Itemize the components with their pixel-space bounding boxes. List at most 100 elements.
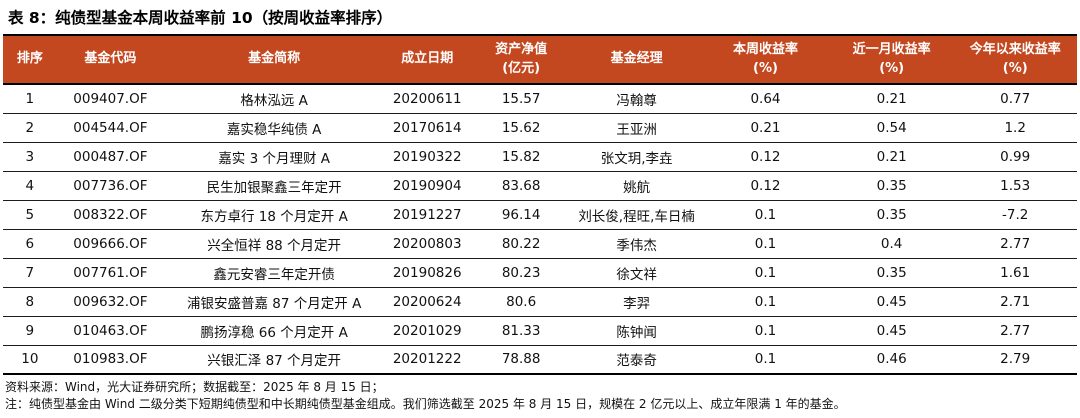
- cell-month: 0.45: [829, 287, 954, 317]
- cell-name: 嘉实稳华纯债 A: [164, 113, 385, 143]
- funds-table: 排序 基金代码 基金简称 成立日期 资产净值 (亿元) 基金经理 本周收益率 (%) 近一月收…: [3, 34, 1077, 375]
- cell-nav: 80.6: [470, 287, 573, 317]
- cell-manager: 张文玥,李垚: [572, 142, 702, 172]
- cell-code: 009407.OF: [56, 84, 165, 114]
- cell-manager: 陈钟闻: [572, 316, 702, 346]
- cell-manager: 范泰奇: [572, 345, 702, 375]
- cell-manager: 姚航: [572, 171, 702, 201]
- cell-code: 010463.OF: [56, 316, 165, 346]
- header-cell-code: 基金代码: [56, 35, 165, 84]
- cell-ytd: 1.53: [953, 171, 1077, 201]
- cell-week: 0.1: [701, 258, 830, 288]
- cell-code: 009666.OF: [56, 229, 165, 259]
- cell-code: 000487.OF: [56, 142, 165, 172]
- cell-manager: 王亚洲: [572, 113, 702, 143]
- cell-month: 0.35: [829, 200, 954, 230]
- footer-note: 注：纯债型基金由 Wind 二级分类下短期纯债型和中长期纯债型基金组成。我们筛选…: [5, 397, 846, 412]
- table-row: 5 008322.OF 东方卓行 18 个月定开 A 20191227 96.14 刘长俊…: [3, 200, 1077, 230]
- cell-ytd: -7.2: [953, 200, 1077, 230]
- cell-month: 0.35: [829, 171, 954, 201]
- header-cell-date: 成立日期: [384, 35, 471, 84]
- cell-name: 民生加银聚鑫三年定开: [164, 171, 385, 201]
- cell-name: 兴全恒祥 88 个月定开: [164, 229, 385, 259]
- cell-date: 20200803: [384, 229, 471, 259]
- cell-ytd: 0.99: [953, 142, 1077, 172]
- cell-month: 0.21: [829, 142, 954, 172]
- cell-nav: 15.82: [470, 142, 573, 172]
- cell-week: 0.21: [701, 113, 830, 143]
- header-cell-month: 近一月收益率 (%): [829, 35, 954, 84]
- cell-rank: 6: [3, 229, 57, 259]
- cell-ytd: 2.79: [953, 345, 1077, 375]
- cell-date: 20200624: [384, 287, 471, 317]
- page-title: 表 8：纯债型基金本周收益率前 10（按周收益率排序）: [8, 9, 393, 27]
- table-footnotes: 资料来源：Wind，光大证券研究所；数据截至：2025 年 8 月 15 日； …: [3, 375, 1077, 414]
- cell-month: 0.46: [829, 345, 954, 375]
- header-cell-nav: 资产净值 (亿元): [470, 35, 573, 84]
- cell-ytd: 2.77: [953, 229, 1077, 259]
- cell-month: 0.45: [829, 316, 954, 346]
- cell-manager: 季伟杰: [572, 229, 702, 259]
- cell-nav: 80.22: [470, 229, 573, 259]
- cell-week: 0.12: [701, 171, 830, 201]
- cell-rank: 3: [3, 142, 57, 172]
- cell-code: 008322.OF: [56, 200, 165, 230]
- cell-nav: 83.68: [470, 171, 573, 201]
- cell-week: 0.1: [701, 200, 830, 230]
- table-row: 6 009666.OF 兴全恒祥 88 个月定开 20200803 80.22 季伟杰 0.…: [3, 229, 1077, 259]
- table-row: 10 010983.OF 兴银汇泽 87 个月定开 20201222 78.88 范泰奇 0…: [3, 345, 1077, 375]
- cell-name: 兴银汇泽 87 个月定开: [164, 345, 385, 375]
- header-cell-manager: 基金经理: [572, 35, 702, 84]
- cell-code: 009632.OF: [56, 287, 165, 317]
- cell-manager: 刘长俊,程旺,车日楠: [572, 200, 702, 230]
- header-cell-name: 基金简称: [164, 35, 385, 84]
- cell-ytd: 1.2: [953, 113, 1077, 143]
- header-cell-rank: 排序: [3, 35, 57, 84]
- cell-date: 20190904: [384, 171, 471, 201]
- cell-nav: 80.23: [470, 258, 573, 288]
- cell-rank: 7: [3, 258, 57, 288]
- cell-week: 0.1: [701, 316, 830, 346]
- cell-name: 嘉实 3 个月理财 A: [164, 142, 385, 172]
- cell-rank: 8: [3, 287, 57, 317]
- table-row: 7 007761.OF 鑫元安睿三年定开债 20190826 80.23 徐文祥 0.1 0.…: [3, 258, 1077, 288]
- cell-ytd: 1.61: [953, 258, 1077, 288]
- table-row: 2 004544.OF 嘉实稳华纯债 A 20170614 15.62 王亚洲 0.21 0.…: [3, 113, 1077, 143]
- cell-ytd: 2.71: [953, 287, 1077, 317]
- table-header-row: 排序 基金代码 基金简称 成立日期 资产净值 (亿元) 基金经理 本周收益率 (%) 近一月收…: [3, 35, 1077, 84]
- header-cell-ytd: 今年以来收益率 (%): [953, 35, 1077, 84]
- cell-rank: 5: [3, 200, 57, 230]
- cell-rank: 9: [3, 316, 57, 346]
- cell-name: 东方卓行 18 个月定开 A: [164, 200, 385, 230]
- cell-name: 格林泓远 A: [164, 84, 385, 114]
- cell-month: 0.4: [829, 229, 954, 259]
- cell-month: 0.54: [829, 113, 954, 143]
- cell-month: 0.35: [829, 258, 954, 288]
- cell-name: 浦银安盛普嘉 87 个月定开 A: [164, 287, 385, 317]
- cell-nav: 78.88: [470, 345, 573, 375]
- table-row: 4 007736.OF 民生加银聚鑫三年定开 20190904 83.68 姚航 0.12 0…: [3, 171, 1077, 201]
- cell-month: 0.21: [829, 84, 954, 114]
- cell-week: 0.1: [701, 345, 830, 375]
- cell-week: 0.12: [701, 142, 830, 172]
- table-row: 3 000487.OF 嘉实 3 个月理财 A 20190322 15.82 张文玥,李垚…: [3, 142, 1077, 172]
- cell-nav: 15.62: [470, 113, 573, 143]
- cell-code: 007761.OF: [56, 258, 165, 288]
- cell-week: 0.64: [701, 84, 830, 114]
- cell-rank: 4: [3, 171, 57, 201]
- cell-nav: 15.57: [470, 84, 573, 114]
- cell-nav: 96.14: [470, 200, 573, 230]
- cell-rank: 2: [3, 113, 57, 143]
- cell-code: 010983.OF: [56, 345, 165, 375]
- cell-date: 20191227: [384, 200, 471, 230]
- header-cell-week: 本周收益率 (%): [701, 35, 830, 84]
- cell-rank: 10: [3, 345, 57, 375]
- cell-week: 0.1: [701, 229, 830, 259]
- cell-manager: 李羿: [572, 287, 702, 317]
- cell-name: 鹏扬淳稳 66 个月定开 A: [164, 316, 385, 346]
- cell-name: 鑫元安睿三年定开债: [164, 258, 385, 288]
- cell-manager: 徐文祥: [572, 258, 702, 288]
- cell-date: 20190322: [384, 142, 471, 172]
- cell-code: 004544.OF: [56, 113, 165, 143]
